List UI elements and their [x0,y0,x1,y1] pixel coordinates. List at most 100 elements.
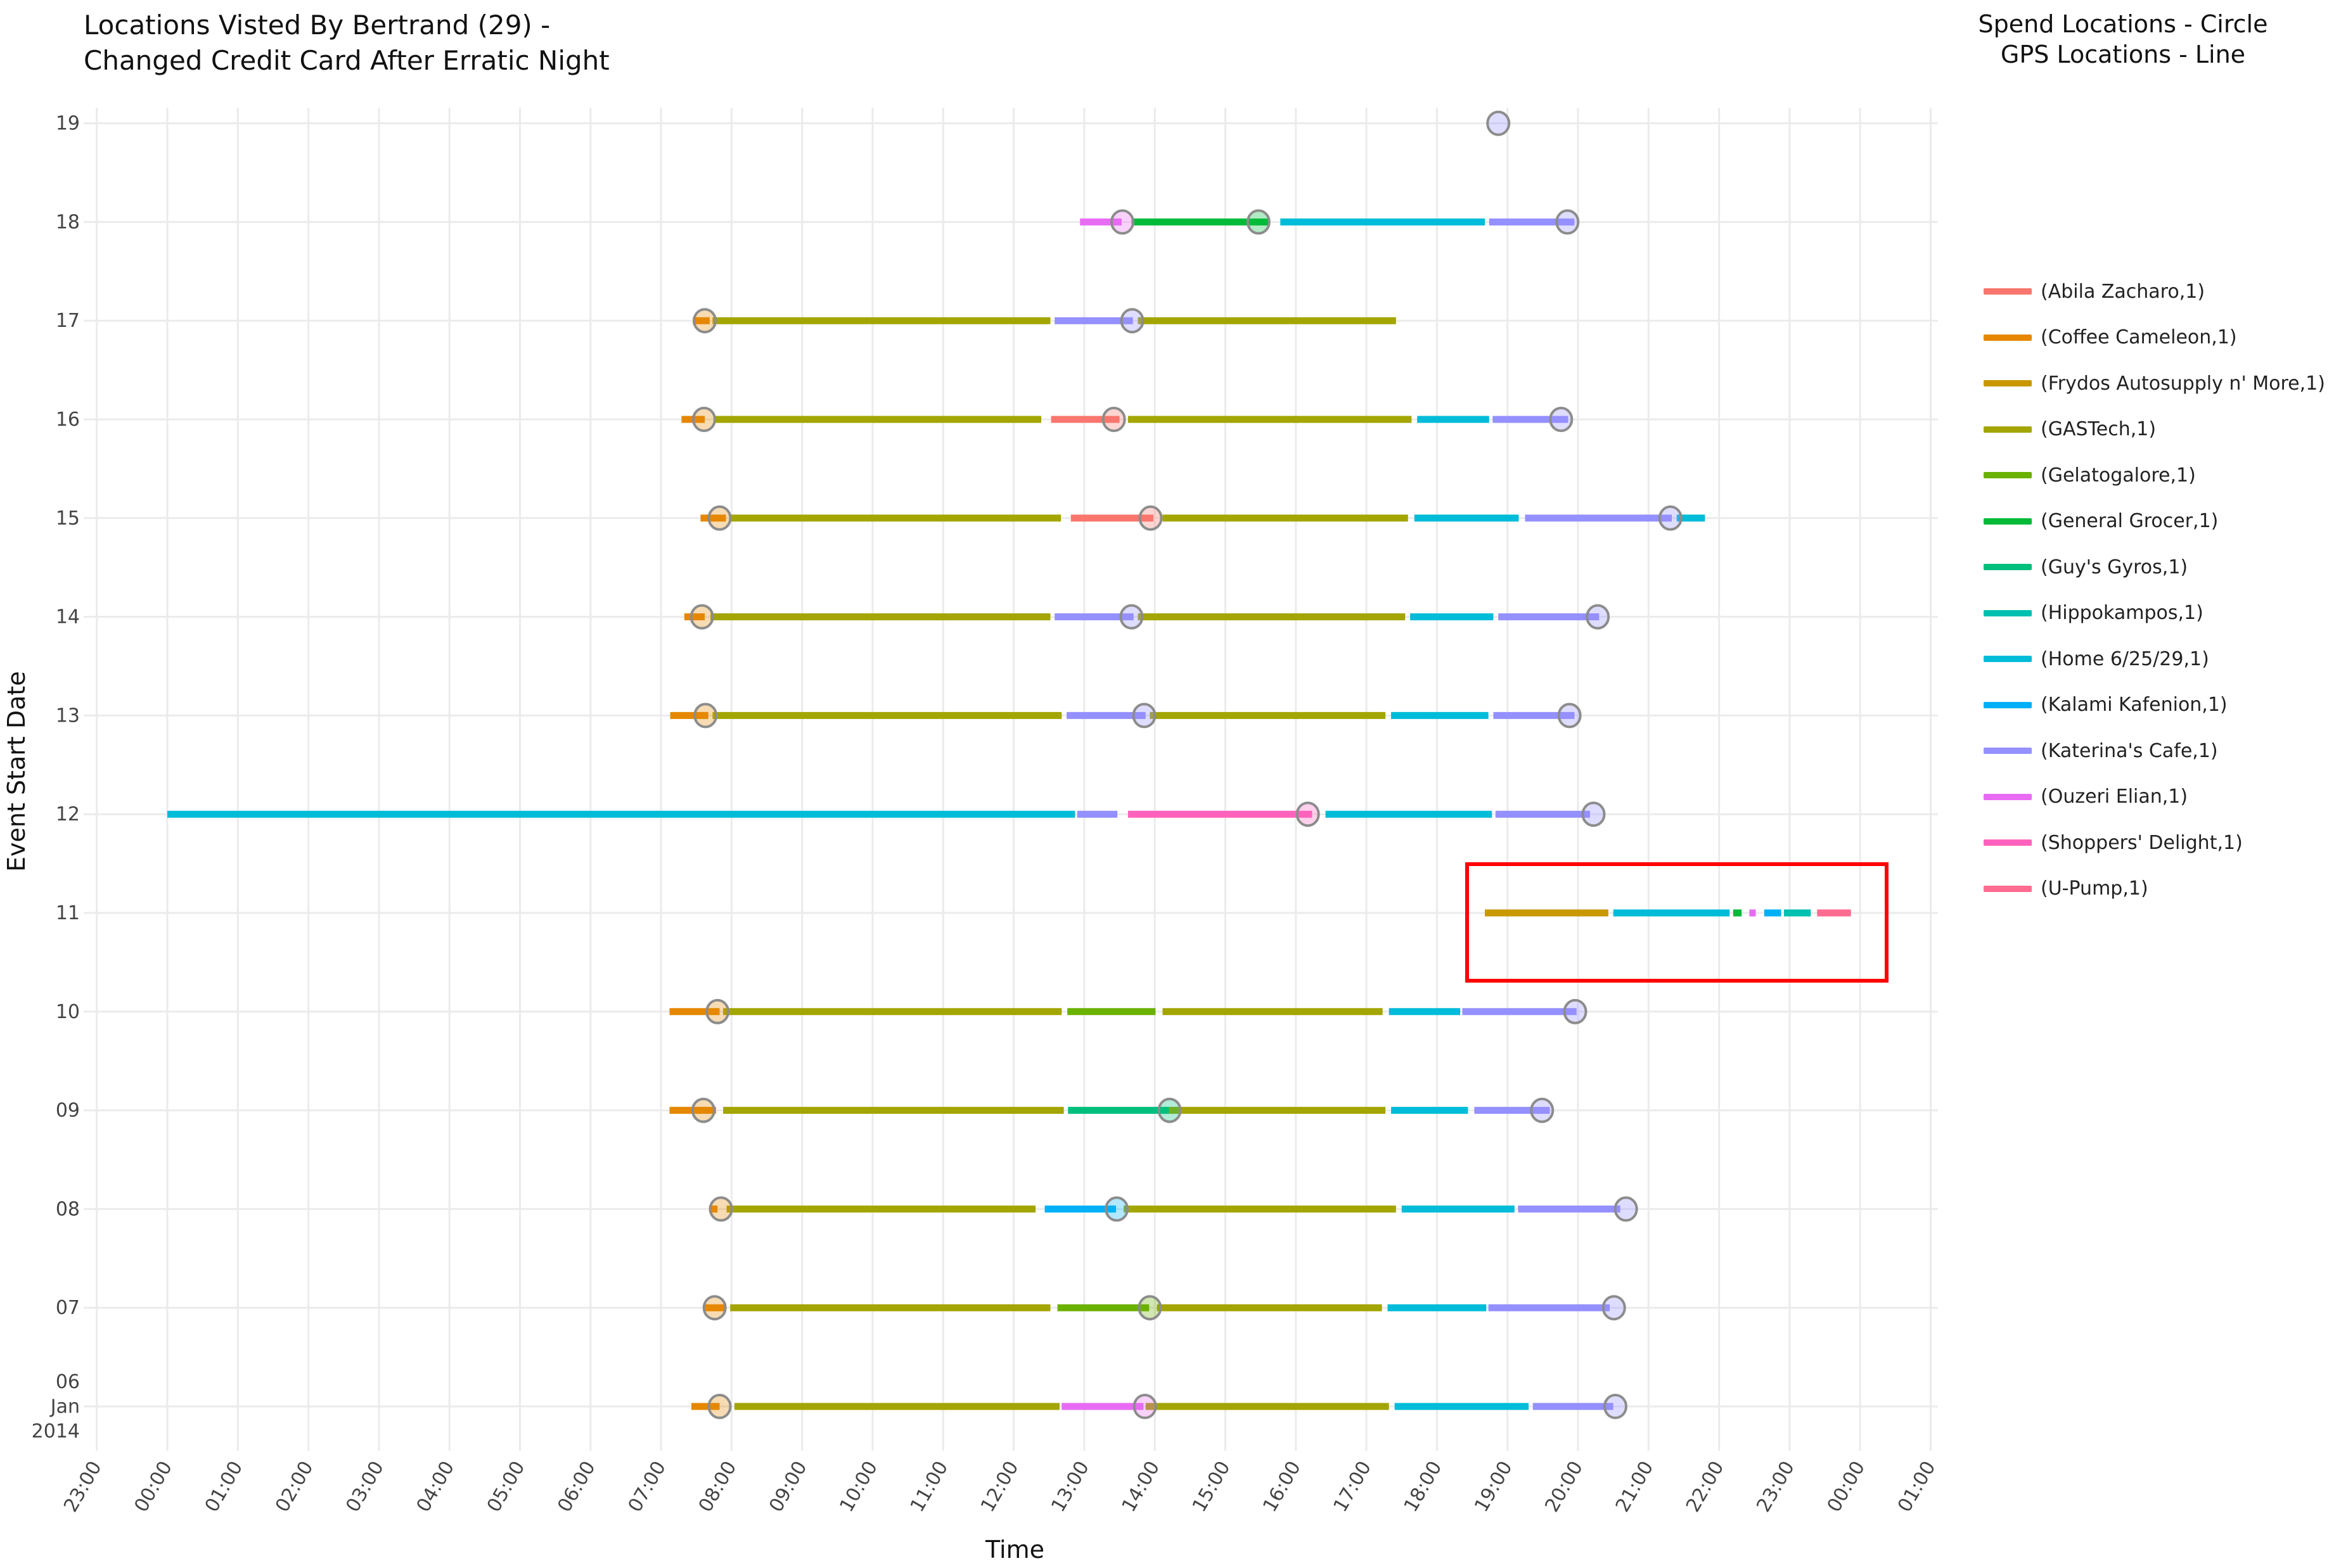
spend-circle[interactable] [1555,209,1580,235]
x-tick-label: 00:00 [1823,1458,1870,1516]
spend-circle[interactable] [1101,407,1126,432]
spend-circle[interactable] [693,703,718,729]
legend-item[interactable]: (Gelatogalore,1) [1984,462,2196,488]
y-tick-label: 08 [56,1198,80,1220]
legend-item[interactable]: (Ouzeri Elian,1) [1984,784,2188,810]
legend-swatch-icon [1984,334,2032,341]
spend-circle[interactable] [1105,1196,1129,1222]
spend-circle[interactable] [1613,1196,1638,1222]
x-tick-label: 02:00 [271,1458,318,1516]
x-tick-label: 19:00 [1470,1458,1517,1516]
spend-circle[interactable] [1557,703,1582,729]
x-tick-label: 09:00 [765,1458,812,1516]
y-tick-label: 12 [56,803,80,825]
legend-label: (Kalami Kafenion,1) [2041,694,2228,716]
spend-circle[interactable] [1132,1394,1157,1419]
legend-swatch-icon [1984,701,2032,708]
legend-label: (U-Pump,1) [2041,877,2148,900]
x-tick-label: 18:00 [1400,1458,1447,1516]
x-tick-label: 08:00 [695,1458,741,1516]
spend-circle[interactable] [1132,703,1157,729]
legend-swatch-icon [1984,288,2032,295]
x-tick-label: 23:00 [60,1458,106,1516]
y-tick-label: 11 [56,902,80,924]
y-tick-label: 2014 [32,1420,80,1443]
spend-circle[interactable] [1563,998,1587,1024]
spend-circle[interactable] [1586,604,1610,630]
x-axis-title: Time [985,1536,1044,1564]
legend-item[interactable]: (General Grocer,1) [1984,509,2218,534]
legend-label: (Frydos Autosupply n' More,1) [2041,372,2325,395]
spend-circle[interactable] [1138,505,1163,531]
spend-circle[interactable] [1486,110,1511,136]
legend-item[interactable]: (Kalami Kafenion,1) [1984,692,2228,718]
x-tick-label: 06:00 [553,1458,600,1516]
x-tick-label: 05:00 [483,1458,530,1516]
legend-swatch-icon [1984,380,2032,386]
legend-label: (Katerina's Cafe,1) [2041,739,2218,762]
x-tick-label: 10:00 [835,1458,882,1516]
spend-circle[interactable] [1119,604,1144,630]
spend-circle[interactable] [705,998,730,1024]
legend-swatch-icon [1984,885,2032,892]
x-tick-label: 15:00 [1188,1458,1235,1516]
y-tick-label: Jan [49,1396,80,1418]
legend-item[interactable]: (Abila Zacharo,1) [1984,279,2205,304]
x-tick-label: 21:00 [1612,1458,1658,1516]
legend-swatch-icon [1984,748,2032,754]
spend-circle[interactable] [1530,1097,1555,1123]
x-tick-label: 03:00 [342,1458,388,1516]
legend-item[interactable]: (Coffee Cameleon,1) [1984,325,2237,350]
y-tick-label: 19 [56,113,80,135]
y-tick-label: 09 [56,1100,80,1122]
legend-item[interactable]: (Shoppers' Delight,1) [1984,830,2243,855]
y-tick-label: 17 [56,310,80,332]
legend-label: (Shoppers' Delight,1) [2041,831,2243,854]
legend-title: Spend Locations - Circle GPS Locations -… [1927,9,2319,70]
grid-lines [84,108,1938,1451]
legend-item[interactable]: (Hippokampos,1) [1984,601,2203,626]
legend-item[interactable]: (GASTech,1) [1984,417,2156,442]
y-tick-label: 14 [56,606,80,628]
legend-item[interactable]: (Home 6/25/29,1) [1984,646,2209,672]
gps-segments [167,218,1851,1410]
spend-circle[interactable] [707,1394,732,1419]
highlight-box-row-11 [1465,862,1889,983]
x-tick-label: 12:00 [977,1458,1023,1516]
x-tick-label: 16:00 [1259,1458,1305,1516]
chart-title: Locations Visted By Bertrand (29) - Chan… [84,8,610,79]
legend-item[interactable]: (Guy's Gyros,1) [1984,554,2188,580]
spend-circle[interactable] [1138,1295,1162,1321]
legend-item[interactable]: (U-Pump,1) [1984,876,2148,902]
legend-swatch-icon [1984,839,2032,846]
legend-label: (Abila Zacharo,1) [2041,280,2205,303]
spend-circle[interactable] [1157,1097,1182,1123]
legend-label: (Gelatogalore,1) [2041,464,2196,487]
spend-circle[interactable] [1601,1295,1626,1321]
spend-circle[interactable] [1295,801,1320,827]
spend-circle[interactable] [691,1097,715,1123]
spend-circle[interactable] [1658,505,1683,531]
spend-circle[interactable] [709,1196,733,1222]
spend-circle[interactable] [1110,209,1135,235]
spend-circle[interactable] [1581,801,1606,827]
spend-circle[interactable] [1603,1394,1627,1419]
spend-circle[interactable] [1549,407,1574,432]
spend-circle[interactable] [691,407,716,432]
legend-item[interactable]: (Frydos Autosupply n' More,1) [1984,371,2325,396]
spend-circle[interactable] [702,1295,727,1321]
legend-item[interactable]: (Katerina's Cafe,1) [1984,738,2218,763]
spend-circle[interactable] [707,505,732,531]
y-tick-label: 16 [56,409,80,431]
spend-circle[interactable] [1120,308,1145,334]
legend-title-line2: GPS Locations - Line [2000,41,2246,68]
y-tick-label: 15 [56,507,80,530]
legend-label: (GASTech,1) [2041,418,2157,440]
spend-circle[interactable] [693,308,717,334]
legend-label: (General Grocer,1) [2041,510,2219,532]
spend-circle[interactable] [1246,209,1271,235]
spend-circle[interactable] [689,604,714,630]
legend-label: (Coffee Cameleon,1) [2041,326,2237,348]
